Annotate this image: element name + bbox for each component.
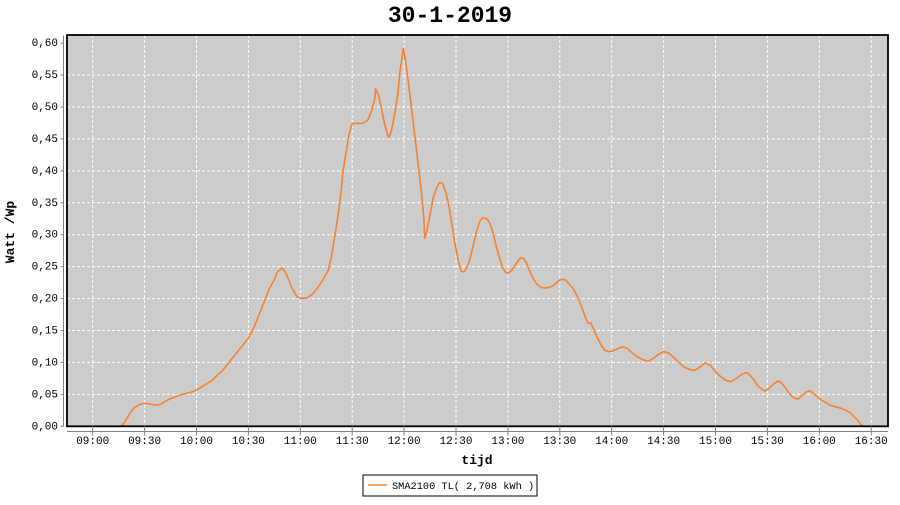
svg-text:0,45: 0,45 — [32, 134, 58, 146]
svg-text:09:30: 09:30 — [128, 436, 161, 448]
svg-text:12:30: 12:30 — [439, 436, 472, 448]
svg-text:tijd: tijd — [461, 453, 492, 468]
svg-text:0,00: 0,00 — [32, 421, 58, 433]
svg-text:0,40: 0,40 — [32, 166, 58, 178]
svg-text:0,60: 0,60 — [32, 38, 58, 50]
svg-text:SMA2100 TL( 2,708 kWh ): SMA2100 TL( 2,708 kWh ) — [392, 481, 534, 493]
svg-text:0,50: 0,50 — [32, 102, 58, 114]
svg-text:12:00: 12:00 — [388, 436, 421, 448]
svg-text:0,20: 0,20 — [32, 294, 58, 306]
svg-text:0,30: 0,30 — [32, 230, 58, 242]
svg-text:11:00: 11:00 — [284, 436, 317, 448]
svg-text:30-1-2019: 30-1-2019 — [388, 3, 512, 29]
svg-text:10:30: 10:30 — [232, 436, 265, 448]
svg-text:0,55: 0,55 — [32, 70, 58, 82]
svg-text:13:30: 13:30 — [543, 436, 576, 448]
svg-text:14:30: 14:30 — [647, 436, 680, 448]
svg-text:0,15: 0,15 — [32, 326, 58, 338]
svg-text:Watt /Wp: Watt /Wp — [3, 201, 18, 264]
svg-text:0,05: 0,05 — [32, 389, 58, 401]
svg-text:13:00: 13:00 — [491, 436, 524, 448]
svg-text:16:30: 16:30 — [855, 436, 888, 448]
svg-text:14:00: 14:00 — [595, 436, 628, 448]
svg-text:15:30: 15:30 — [751, 436, 784, 448]
svg-text:0,25: 0,25 — [32, 262, 58, 274]
svg-text:0,35: 0,35 — [32, 198, 58, 210]
svg-text:0,10: 0,10 — [32, 357, 58, 369]
svg-text:15:00: 15:00 — [699, 436, 732, 448]
svg-text:09:00: 09:00 — [76, 436, 109, 448]
svg-text:10:00: 10:00 — [180, 436, 213, 448]
svg-text:11:30: 11:30 — [336, 436, 369, 448]
svg-text:16:00: 16:00 — [803, 436, 836, 448]
